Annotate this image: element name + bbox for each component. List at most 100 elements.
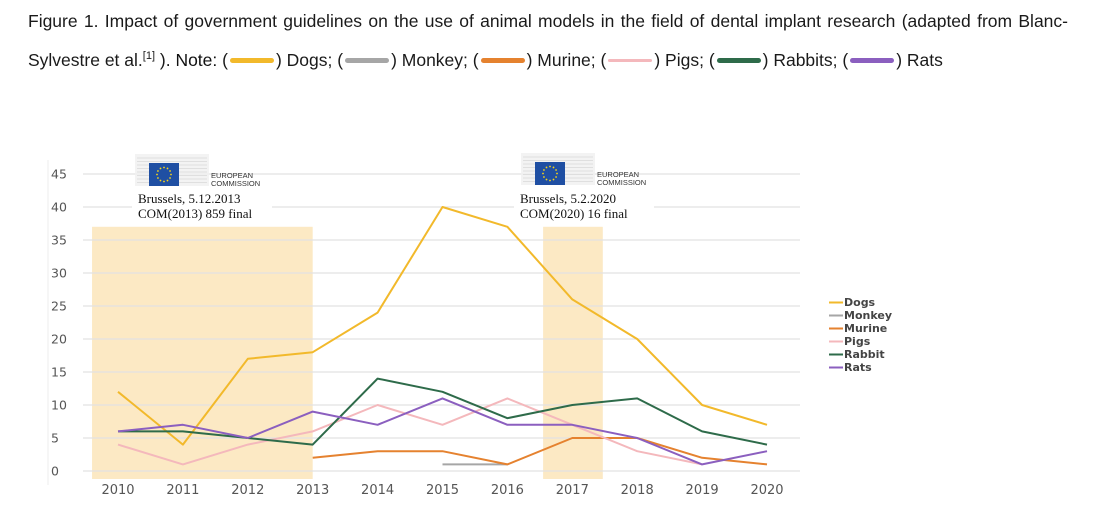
eu-star (545, 178, 548, 181)
legend-item: Murine (829, 322, 887, 335)
eu-flag-icon (149, 163, 179, 186)
eu-star (166, 167, 169, 170)
y-tick-label: 5 (51, 431, 59, 446)
legend-label: Monkey (844, 309, 892, 322)
annotation-reference: COM(2020) 16 final (520, 206, 628, 221)
annotation-date: Brussels, 5.2.2020 (520, 191, 616, 206)
eu-star (543, 176, 545, 178)
legend-swatch-monkey (345, 57, 390, 63)
shaded-region (92, 226, 313, 479)
annotation-date: Brussels, 5.12.2013 (138, 191, 241, 206)
eu-star (543, 169, 545, 171)
x-tick-label: 2012 (231, 483, 264, 498)
ec-org-line1: EUROPEAN (211, 171, 253, 180)
caption-legend-label: ) Pigs; (654, 49, 709, 70)
caption-legend-item: () Dogs; (222, 49, 338, 70)
caption-legend-label: ) Rabbits; (762, 49, 843, 70)
eu-star (157, 170, 159, 172)
eu-star (163, 180, 165, 183)
legend-label: Rabbit (844, 348, 885, 361)
eu-star (156, 173, 158, 176)
eu-star (169, 177, 171, 179)
gridlines (47, 160, 800, 485)
note-label: Note: (175, 49, 218, 70)
eu-star (159, 179, 162, 182)
legend-label: Pigs (844, 335, 871, 348)
eu-star (163, 166, 165, 169)
legend-label: Dogs (844, 296, 876, 309)
ec-org-line2: COMMISSION (597, 178, 646, 187)
x-tick-label: 2014 (361, 483, 394, 498)
eu-star (552, 178, 555, 181)
legend-swatch-murine (480, 57, 525, 63)
caption-text: . Impact of government guidelines on the… (28, 11, 1068, 70)
x-tick-label: 2011 (166, 483, 199, 498)
caption-legend-label: ) Rats (896, 49, 943, 70)
x-tick-label: 2015 (426, 483, 459, 498)
y-tick-label: 35 (51, 233, 67, 248)
x-tick-label: 2010 (101, 483, 134, 498)
eu-star (159, 167, 162, 170)
x-tick-label: 2013 (296, 483, 329, 498)
eu-star (555, 176, 557, 178)
legend-swatch-rabbits (716, 57, 761, 63)
eu-star (169, 170, 171, 172)
shaded-regions (92, 226, 603, 479)
legend-swatch-dogs (229, 57, 274, 63)
caption-legend-item: () Murine; (472, 49, 601, 70)
eu-star (549, 165, 551, 168)
x-tick-label: 2017 (556, 483, 589, 498)
caption-legend-label: ) Dogs; (275, 49, 338, 70)
eu-star (549, 179, 551, 182)
annotation-reference: COM(2013) 859 final (138, 206, 252, 221)
caption-legend-label: ) Monkey; (391, 49, 473, 70)
y-tick-label: 45 (51, 167, 67, 182)
x-tick-label: 2018 (621, 483, 654, 498)
x-tick-label: 2019 (686, 483, 719, 498)
eu-star (542, 172, 544, 175)
annotation-bg (132, 189, 272, 223)
legend-swatch-rats (850, 57, 895, 63)
y-tick-label: 20 (51, 332, 67, 347)
eu-star (555, 169, 557, 171)
caption-legend-item: () Pigs; (600, 49, 709, 70)
reference-marker[interactable]: [1] (142, 50, 156, 62)
legend-item: Rats (829, 361, 872, 374)
y-tick-label: 40 (51, 200, 67, 215)
legend-item: Monkey (829, 309, 892, 322)
x-tick-label: 2016 (491, 483, 524, 498)
x-axis-ticks: 2010 2011 2012 2013 2014 2015 2016 2017 2018 2019… (101, 483, 783, 498)
ec-org-line2: COMMISSION (211, 179, 260, 188)
eu-star (552, 166, 555, 169)
y-axis-ticks: 0 5 10 15 20 25 30 35 40 45 (51, 167, 67, 479)
series-line-murine (312, 437, 768, 466)
caption-text-after: ). (155, 49, 176, 70)
figure-caption: Figure 1. Impact of government guideline… (28, 4, 1068, 78)
y-tick-label: 10 (51, 398, 67, 413)
eu-flag-icon (535, 162, 565, 185)
y-tick-label: 0 (51, 464, 59, 479)
caption-legend: () Dogs; () Monkey; () Murine; () Pigs; … (222, 50, 943, 70)
ec-org-line1: EUROPEAN (597, 170, 639, 179)
y-tick-label: 30 (51, 266, 67, 281)
shaded-region (543, 226, 603, 479)
eu-star (545, 166, 548, 169)
legend-label: Rats (844, 361, 872, 374)
caption-legend-label: ) Murine; (526, 49, 601, 70)
caption-legend-item: () Monkey; (337, 49, 473, 70)
y-tick-label: 15 (51, 365, 67, 380)
eu-star (166, 179, 169, 182)
legend-item: Pigs (829, 335, 871, 348)
caption-legend-item: () Rats (842, 49, 943, 70)
x-tick-label: 2020 (750, 483, 783, 498)
y-tick-label: 25 (51, 299, 67, 314)
eu-star (157, 177, 159, 179)
legend-item: Dogs (829, 296, 876, 309)
legend-swatch-pigs (608, 58, 653, 62)
figure-label: Figure 1 (28, 11, 94, 31)
annotation-bg (514, 189, 654, 223)
